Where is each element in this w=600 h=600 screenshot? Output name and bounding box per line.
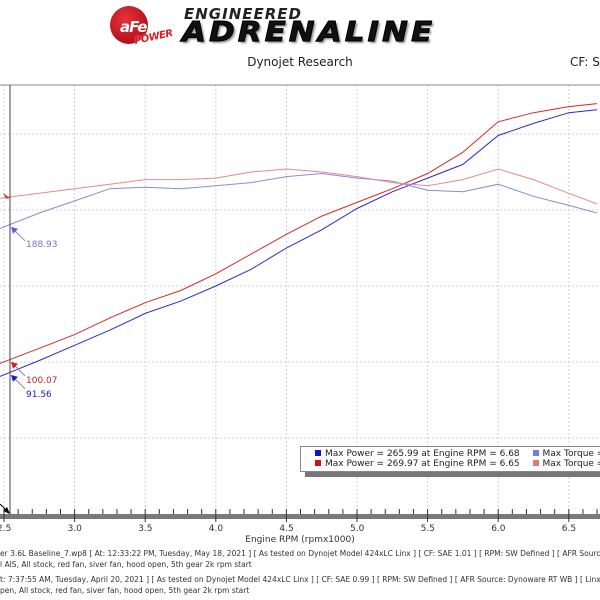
x-axis-bar bbox=[0, 514, 600, 519]
x-tick-label: 3.0 bbox=[67, 524, 82, 534]
marker-label-power-baseline: 91.56 bbox=[26, 390, 52, 400]
chart-legend: Max Power = 265.99 at Engine RPM = 6.68 … bbox=[300, 446, 600, 472]
x-tick-label: 6.0 bbox=[491, 524, 506, 534]
run-info-afe-line2: pen, All stock, red fan, siver fan, hood… bbox=[0, 586, 250, 595]
marker-label-power-afe: 100.07 bbox=[26, 376, 58, 386]
curve-afe-torque bbox=[0, 168, 598, 205]
marker-arrow-torque-afe-icon bbox=[3, 192, 10, 199]
marker-label-torque-baseline: 188.93 bbox=[26, 240, 58, 250]
x-tick-label: 3.5 bbox=[138, 524, 153, 534]
tagline-adrenaline: ADRENALINE bbox=[181, 16, 436, 49]
cursor-origin-arrow-icon bbox=[0, 503, 10, 514]
legend-text: Max Torque = 226.33 at En bbox=[542, 449, 600, 459]
legend-text: Max Power = 265.99 at Engine RPM = 6.68 bbox=[325, 449, 520, 459]
x-tick-label: 4.0 bbox=[208, 524, 224, 534]
x-axis-ticks bbox=[3, 509, 598, 522]
dyno-chart bbox=[0, 84, 600, 522]
afe-logo-badge: aFe bbox=[110, 6, 148, 44]
run-info-baseline-line1: er 3.6L Baseline_7.wp8 [ At: 12:33:22 PM… bbox=[0, 549, 600, 558]
curve-afe-power bbox=[0, 103, 598, 364]
swatch-power-afe bbox=[315, 460, 321, 466]
x-tick-label: 5.0 bbox=[350, 524, 365, 534]
afe-power-logo: aFe POWER ENGINEERED ADRENALINE bbox=[106, 2, 486, 52]
swatch-torque-afe bbox=[532, 460, 539, 466]
chart-curves bbox=[0, 103, 598, 377]
swatch-power-baseline bbox=[315, 450, 321, 456]
x-tick-label: 6.5 bbox=[561, 524, 577, 534]
legend-text: Max Torque = 230.71 at En bbox=[542, 459, 600, 469]
curve-baseline-torque bbox=[0, 172, 598, 229]
chart-grid bbox=[0, 85, 600, 514]
marker-arrow-torque-baseline-icon bbox=[11, 226, 26, 242]
legend-row-baseline: Max Power = 265.99 at Engine RPM = 6.68 … bbox=[315, 449, 600, 460]
swatch-torque-baseline bbox=[532, 450, 539, 456]
correction-factor-label: CF: SA bbox=[570, 55, 600, 69]
run-info-afe-line1: t: 7:37:55 AM, Tuesday, April 20, 2021 ]… bbox=[0, 575, 600, 584]
x-tick-label: 5.5 bbox=[420, 524, 435, 534]
x-tick-label: 4.5 bbox=[279, 524, 294, 534]
legend-text: Max Power = 269.97 at Engine RPM = 6.65 bbox=[325, 459, 520, 469]
brand-afe-text: aFe bbox=[120, 18, 147, 36]
legend-row-afe: Max Power = 269.97 at Engine RPM = 6.65 … bbox=[315, 459, 600, 470]
x-tick-label: 2.5 bbox=[0, 524, 12, 534]
tagline-engineered: ENGINEERED bbox=[184, 5, 302, 23]
legend-item-power-baseline: Max Power = 265.99 at Engine RPM = 6.68 bbox=[315, 449, 520, 459]
chart-title: Dynojet Research bbox=[247, 55, 353, 69]
run-info-baseline-line2: l AIS, All stock, red fan, siver fan, ho… bbox=[0, 560, 252, 569]
legend-item-power-afe: Max Power = 269.97 at Engine RPM = 6.65 bbox=[315, 459, 520, 469]
marker-arrow-power-afe-icon bbox=[11, 361, 26, 377]
legend-item-torque-afe: Max Torque = 230.71 at En bbox=[532, 459, 600, 469]
legend-item-torque-baseline: Max Torque = 226.33 at En bbox=[532, 449, 600, 459]
chart-markers bbox=[0, 192, 26, 514]
curve-baseline-power bbox=[0, 109, 598, 377]
marker-arrow-power-baseline-icon bbox=[11, 374, 26, 390]
x-axis-title: Engine RPM (rpmx1000) bbox=[245, 535, 355, 545]
